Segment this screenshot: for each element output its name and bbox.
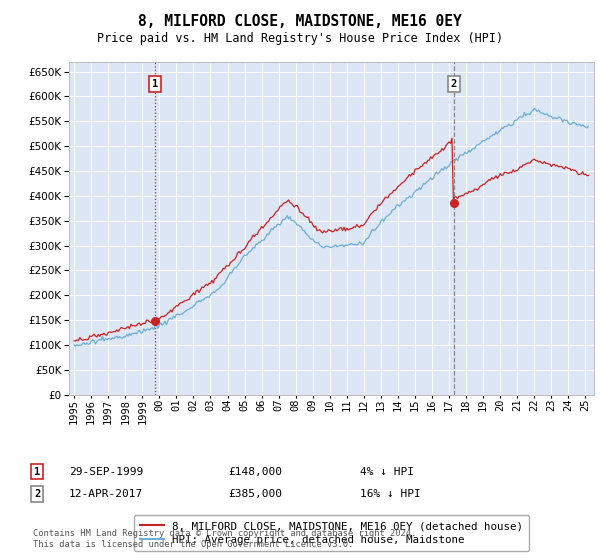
Text: £385,000: £385,000 [228,489,282,499]
Text: 16% ↓ HPI: 16% ↓ HPI [360,489,421,499]
Text: 4% ↓ HPI: 4% ↓ HPI [360,466,414,477]
Text: Price paid vs. HM Land Registry's House Price Index (HPI): Price paid vs. HM Land Registry's House … [97,32,503,45]
Text: 2: 2 [34,489,40,499]
Text: 1: 1 [152,79,158,89]
Text: £148,000: £148,000 [228,466,282,477]
Text: 29-SEP-1999: 29-SEP-1999 [69,466,143,477]
Text: 2: 2 [451,79,457,89]
Text: Contains HM Land Registry data © Crown copyright and database right 2024.
This d: Contains HM Land Registry data © Crown c… [33,529,416,549]
Text: 12-APR-2017: 12-APR-2017 [69,489,143,499]
Text: 1: 1 [34,466,40,477]
Text: 8, MILFORD CLOSE, MAIDSTONE, ME16 0EY: 8, MILFORD CLOSE, MAIDSTONE, ME16 0EY [138,14,462,29]
Legend: 8, MILFORD CLOSE, MAIDSTONE, ME16 0EY (detached house), HPI: Average price, deta: 8, MILFORD CLOSE, MAIDSTONE, ME16 0EY (d… [134,515,529,551]
